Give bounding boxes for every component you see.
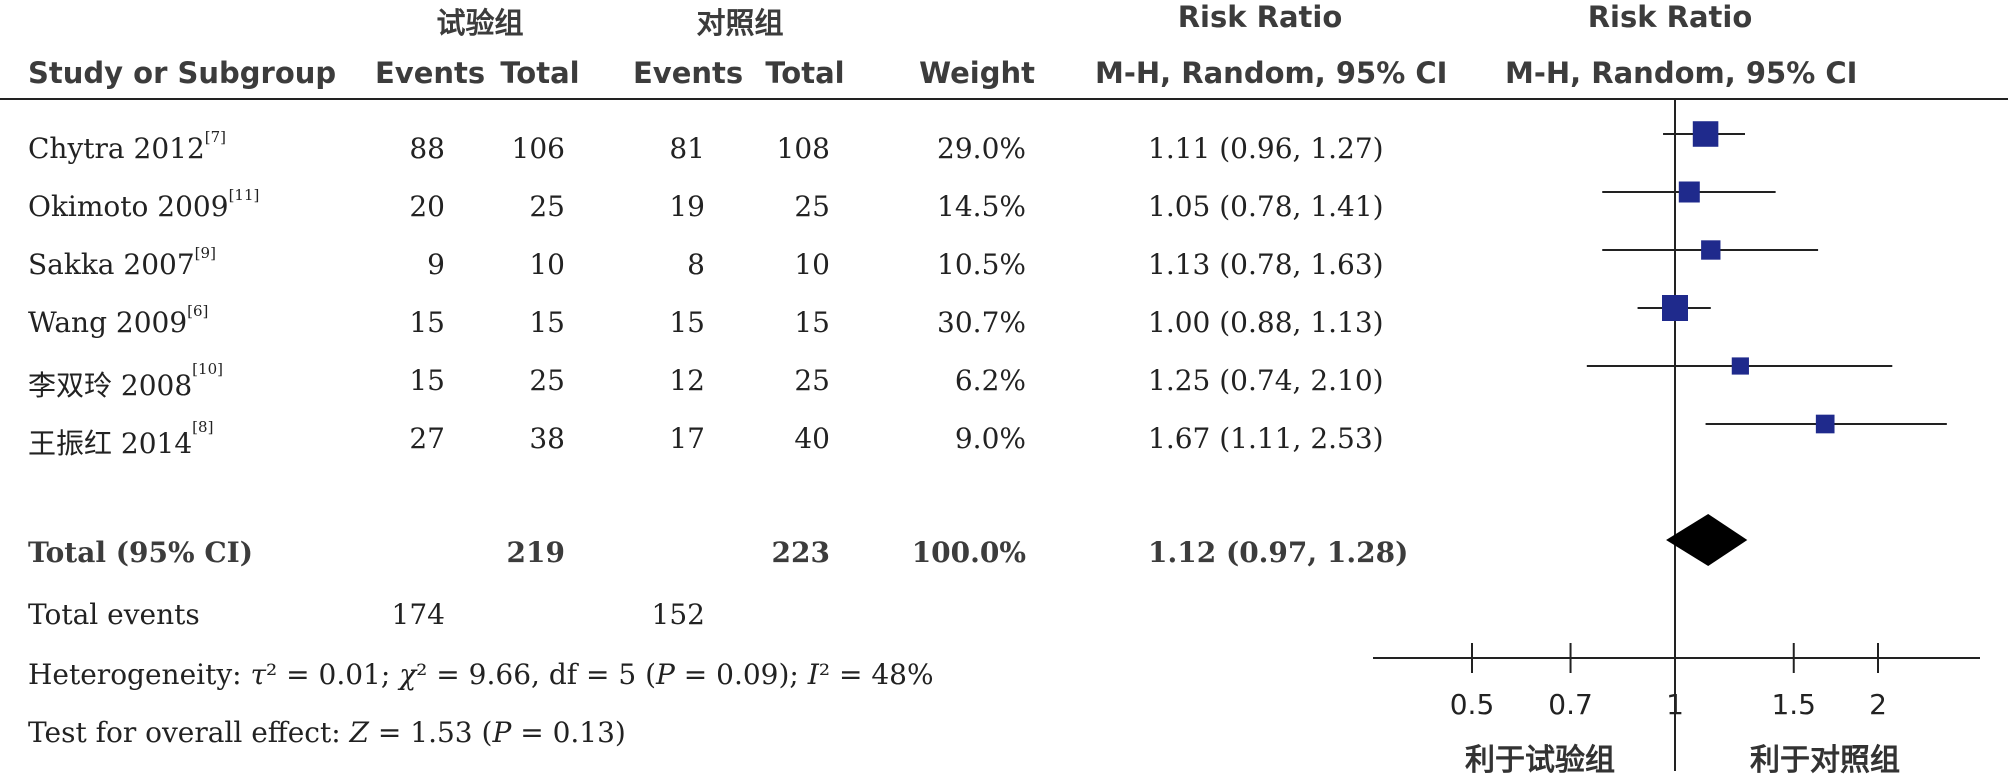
ci-value: 1.05 (0.78, 1.41) — [1148, 190, 1384, 223]
exp-total: 25 — [529, 190, 565, 223]
study-name: 王振红 2014[8] — [28, 418, 213, 462]
study-header: Study or Subgroup — [28, 56, 337, 90]
ctrl-total: 25 — [794, 364, 830, 397]
study-reference: [10] — [192, 360, 223, 378]
study-marker — [1692, 121, 1719, 147]
ctrl-total: 10 — [794, 248, 830, 281]
ci-value: 1.00 (0.88, 1.13) — [1148, 306, 1384, 339]
total-label: Total (95% CI) — [28, 536, 253, 569]
total-events-label: Total events — [28, 598, 200, 631]
exp-events-header: Events — [375, 56, 486, 90]
ctrl-total: 25 — [794, 190, 830, 223]
study-name: 李双玲 2008[10] — [28, 360, 223, 404]
study-label: Chytra 2012 — [28, 132, 205, 165]
exp-events: 20 — [409, 190, 445, 223]
overall-effect-label: Test for overall effect: — [28, 716, 341, 749]
weight-value: 10.5% — [937, 248, 1026, 281]
z-value: 1.53 — [410, 716, 473, 749]
x-tick-label: 2 — [1869, 688, 1887, 721]
heterogeneity-line: Heterogeneity: τ² = 0.01; χ² = 9.66, df … — [28, 658, 934, 691]
total-events-ctrl: 152 — [651, 598, 705, 631]
study-reference: [9] — [194, 244, 216, 262]
exp-events: 15 — [409, 306, 445, 339]
weight-value: 9.0% — [954, 422, 1026, 455]
ctrl-events: 17 — [669, 422, 705, 455]
rr-plot-title: Risk Ratio — [1587, 0, 1753, 34]
total-ctrl: 223 — [771, 536, 830, 569]
exp-events: 9 — [427, 248, 445, 281]
total-exp: 219 — [506, 536, 565, 569]
exp-total: 38 — [529, 422, 565, 455]
ctrl-total-header: Total — [765, 56, 845, 90]
i2-value: 48% — [871, 658, 934, 691]
rr-column-title: Risk Ratio — [1177, 0, 1343, 34]
ctrl-events-header: Events — [633, 56, 744, 90]
weight-value: 29.0% — [937, 132, 1026, 165]
study-marker — [1678, 181, 1700, 203]
study-reference: [6] — [187, 302, 209, 320]
chi2-value: 9.66 — [468, 658, 532, 691]
ctrl-events: 12 — [669, 364, 705, 397]
overall-p-value: 0.13 — [552, 716, 615, 749]
exp-events: 27 — [409, 422, 445, 455]
ci-value: 1.25 (0.74, 2.10) — [1148, 364, 1384, 397]
x-tick-label: 1.5 — [1771, 688, 1816, 721]
study-label: Wang 2009 — [28, 306, 188, 339]
total-events-exp: 174 — [391, 598, 445, 631]
ctrl-events: 8 — [687, 248, 705, 281]
ctrl-total: 40 — [794, 422, 830, 455]
study-name: Chytra 2012[7] — [28, 128, 226, 165]
ctrl-events: 81 — [669, 132, 705, 165]
study-label: Okimoto 2009 — [28, 190, 229, 223]
ctrl-events: 15 — [669, 306, 705, 339]
exp-events: 15 — [409, 364, 445, 397]
study-label: Sakka 2007 — [28, 248, 195, 281]
group-ctrl-header: 对照组 — [696, 6, 784, 40]
weight-value: 30.7% — [937, 306, 1026, 339]
study-reference: [11] — [228, 186, 260, 204]
study-marker — [1731, 357, 1749, 375]
ci-value: 1.67 (1.11, 2.53) — [1148, 422, 1384, 455]
exp-total-header: Total — [500, 56, 580, 90]
exp-total: 15 — [529, 306, 565, 339]
study-label: 王振红 2014 — [28, 427, 193, 460]
ctrl-total: 108 — [776, 132, 830, 165]
df-value: 5 — [618, 658, 637, 691]
study-name: Sakka 2007[9] — [28, 244, 216, 281]
study-name: Wang 2009[6] — [28, 302, 208, 339]
x-tick-label: 0.7 — [1548, 688, 1593, 721]
weight-value: 6.2% — [954, 364, 1026, 397]
total-weight: 100.0% — [911, 536, 1026, 569]
x-tick-label: 0.5 — [1450, 688, 1495, 721]
exp-total: 106 — [511, 132, 565, 165]
ci-value: 1.13 (0.78, 1.63) — [1148, 248, 1384, 281]
study-name: Okimoto 2009[11] — [28, 186, 259, 223]
ctrl-total: 15 — [794, 306, 830, 339]
exp-total: 10 — [529, 248, 565, 281]
ctrl-events: 19 — [669, 190, 705, 223]
overall-effect-line: Test for overall effect: Z = 1.53 (P = 0… — [28, 716, 626, 749]
summary-diamond — [1666, 514, 1748, 566]
study-marker — [1662, 295, 1688, 321]
method-column-header: M-H, Random, 95% CI — [1095, 56, 1448, 90]
tau2-value: 0.01 — [318, 658, 381, 691]
group-exp-header: 试验组 — [436, 6, 524, 40]
study-marker — [1815, 414, 1835, 434]
weight-value: 14.5% — [937, 190, 1026, 223]
header-rule — [0, 98, 2008, 100]
het-p-value: 0.09 — [716, 658, 779, 691]
study-reference: [7] — [204, 128, 227, 146]
x-tick-label: 1 — [1666, 688, 1684, 721]
exp-total: 25 — [529, 364, 565, 397]
ci-value: 1.11 (0.96, 1.27) — [1148, 132, 1384, 165]
study-reference: [8] — [192, 418, 214, 436]
total-ci: 1.12 (0.97, 1.28) — [1148, 536, 1409, 569]
study-marker — [1701, 240, 1721, 260]
method-plot-header: M-H, Random, 95% CI — [1505, 56, 1858, 90]
heterogeneity-label: Heterogeneity: — [28, 658, 242, 691]
study-label: 李双玲 2008 — [28, 369, 193, 402]
weight-header: Weight — [919, 56, 1035, 90]
exp-events: 88 — [409, 132, 445, 165]
